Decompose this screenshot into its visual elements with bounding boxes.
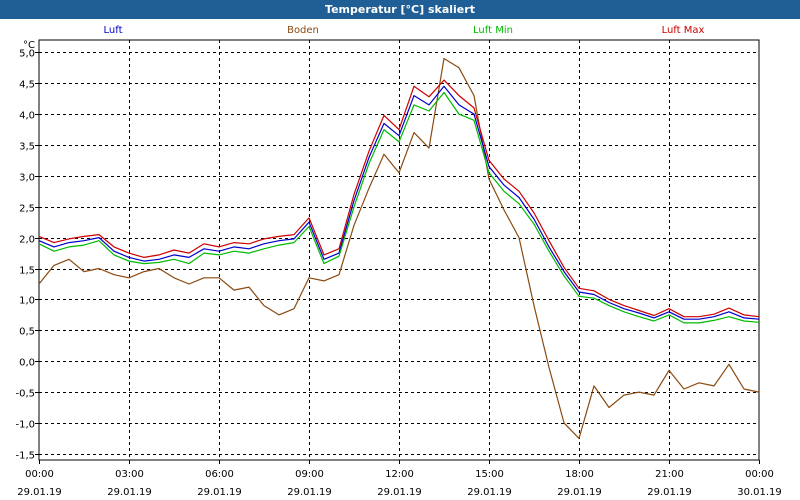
series-line-luft-min bbox=[38, 91, 760, 324]
x-tick-label-time: 12:00 bbox=[385, 469, 414, 480]
x-tick-label-date: 29.01.19 bbox=[17, 487, 62, 498]
legend-item-luft-min: Luft Min bbox=[473, 25, 513, 36]
y-axis-label: °C bbox=[23, 40, 35, 51]
x-tick-label-time: 00:00 bbox=[745, 469, 774, 480]
x-tick-label-date: 29.01.19 bbox=[557, 487, 602, 498]
legend-item-luft-max: Luft Max bbox=[662, 25, 705, 36]
series-line-luft bbox=[38, 85, 760, 320]
x-tick-label-date: 29.01.19 bbox=[107, 487, 152, 498]
x-tick-label-time: 00:00 bbox=[25, 469, 54, 480]
y-tick-label: -1,0 bbox=[15, 420, 35, 431]
x-tick-label-date: 30.01.19 bbox=[737, 487, 782, 498]
y-tick-label: 1,5 bbox=[19, 266, 35, 277]
x-tick-label-date: 29.01.19 bbox=[467, 487, 512, 498]
legend-item-luft: Luft bbox=[104, 25, 123, 36]
y-tick-label: -0,5 bbox=[15, 389, 35, 400]
y-tick-label: 3,5 bbox=[19, 142, 35, 153]
series bbox=[38, 57, 760, 439]
y-tick-label: 5,0 bbox=[19, 49, 35, 60]
y-tick-label: -1,5 bbox=[15, 451, 35, 462]
x-tick-label-date: 29.01.19 bbox=[197, 487, 242, 498]
x-tick-label-time: 03:00 bbox=[115, 469, 144, 480]
y-tick-label: 0,0 bbox=[19, 358, 35, 369]
x-tick-label-time: 06:00 bbox=[205, 469, 234, 480]
x-tick-label-date: 29.01.19 bbox=[377, 487, 422, 498]
y-tick-label: 2,0 bbox=[19, 235, 35, 246]
x-tick-label-time: 18:00 bbox=[565, 469, 594, 480]
series-line-boden bbox=[38, 57, 760, 439]
grid bbox=[39, 40, 759, 460]
chart-title: Temperatur [°C] skaliert bbox=[0, 0, 800, 19]
x-tick-label-date: 29.01.19 bbox=[647, 487, 692, 498]
x-tick-label-time: 15:00 bbox=[475, 469, 504, 480]
y-tick-label: 2,5 bbox=[19, 204, 35, 215]
legend-item-boden: Boden bbox=[287, 25, 319, 36]
x-tick-label-date: 29.01.19 bbox=[287, 487, 332, 498]
legend: Luft Boden Luft Min Luft Max bbox=[104, 25, 705, 36]
x-tick-label-time: 09:00 bbox=[295, 469, 324, 480]
y-tick-label: 4,5 bbox=[19, 80, 35, 91]
y-tick-label: 0,5 bbox=[19, 327, 35, 338]
series-line-luft-max bbox=[38, 79, 760, 318]
y-tick-label: 4,0 bbox=[19, 111, 35, 122]
x-tick-label-time: 21:00 bbox=[655, 469, 684, 480]
axes: 5,0 4,5 4,0 3,5 3,0 2,5 2,0 1,5 1,0 0,5 0,0 -0,5 -1,… bbox=[15, 39, 782, 498]
y-tick-label: 3,0 bbox=[19, 173, 35, 184]
y-tick-label: 1,0 bbox=[19, 296, 35, 307]
